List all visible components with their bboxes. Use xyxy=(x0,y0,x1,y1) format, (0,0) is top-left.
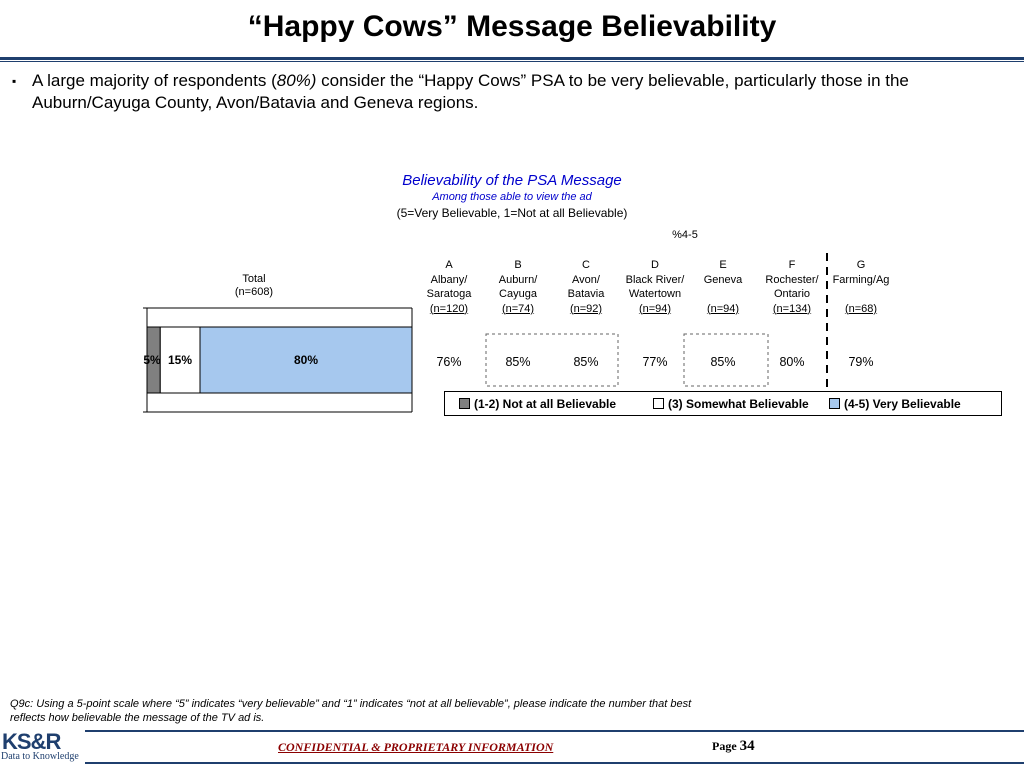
region-column-c: C Avon/Batavia (n=92) xyxy=(541,258,631,316)
region-value-a: 76% xyxy=(436,355,462,369)
bullet-text-emphasis: 80%) xyxy=(276,71,317,90)
footnote: Q9c: Using a 5-point scale where “5” ind… xyxy=(10,698,692,724)
region-column-e: E Geneva (n=94) xyxy=(678,258,768,316)
footer-rule-bottom xyxy=(85,762,1024,764)
region-column-a: A Albany/Saratoga (n=120) xyxy=(404,258,494,316)
bullet-text-after: consider the “Happy Cows” PSA to be very… xyxy=(32,71,909,112)
region-column-b: B Auburn/Cayuga (n=74) xyxy=(473,258,563,316)
region-name-line1: Rochester/ xyxy=(765,273,819,286)
region-value-g: 79% xyxy=(848,355,874,369)
region-value-c: 85% xyxy=(573,355,599,369)
page-title: “Happy Cows” Message Believability xyxy=(247,10,777,43)
legend-label-somewhat-believable: (3) Somewhat Believable xyxy=(668,397,809,411)
chart-title: Believability of the PSA Message xyxy=(402,172,622,189)
region-value-d: 77% xyxy=(642,355,668,369)
region-sample-size: (n=94) xyxy=(706,302,740,315)
ksr-logo: KS&R Data to Knowledge xyxy=(0,729,84,765)
region-name-line1: Albany/ xyxy=(430,273,468,286)
legend-label-not-believable: (1-2) Not at all Believable xyxy=(474,397,617,411)
page-number: Page 34 xyxy=(712,738,755,755)
region-sample-size: (n=74) xyxy=(501,302,535,315)
total-label-text: Total xyxy=(242,273,266,285)
region-value-f: 80% xyxy=(779,355,805,369)
region-name-line2: Ontario xyxy=(773,288,811,300)
legend-label-very-believable: (4-5) Very Believable xyxy=(844,397,961,411)
region-column-g: G Farming/Ag (n=68) xyxy=(816,258,906,316)
chart-scale-note: (5=Very Believable, 1=Not at all Believa… xyxy=(396,206,628,220)
region-value-b: 85% xyxy=(505,355,531,369)
region-name-line2: Watertown xyxy=(628,288,682,300)
logo-main-text: KS&R xyxy=(2,729,61,754)
legend-item-not-believable: (1-2) Not at all Believable xyxy=(459,397,616,411)
region-letter: A xyxy=(445,259,453,271)
bar-data-label: 15% xyxy=(168,353,192,367)
bar-segment-3 xyxy=(199,326,413,394)
region-name-line2: Saratoga xyxy=(426,288,472,300)
region-sample-size: (n=68) xyxy=(844,302,878,315)
total-label: Total (n=608) xyxy=(214,273,294,299)
title-rule-thin xyxy=(0,61,1024,62)
region-name-line2: Batavia xyxy=(567,288,605,300)
bar-data-label: 80% xyxy=(294,353,318,367)
region-letter: G xyxy=(856,259,866,271)
region-column-d: D Black River/Watertown (n=94) xyxy=(610,258,700,316)
region-letter: E xyxy=(719,259,727,271)
region-sample-size: (n=94) xyxy=(638,302,672,315)
confidential-notice: CONFIDENTIAL & PROPRIETARY INFORMATION xyxy=(278,740,554,754)
bullet-marker: ▪ xyxy=(12,74,17,88)
legend-swatch-somewhat-believable xyxy=(653,398,664,409)
region-sample-size: (n=92) xyxy=(569,302,603,315)
region-letter: B xyxy=(514,259,522,271)
legend-swatch-very-believable xyxy=(829,398,840,409)
title-rule xyxy=(0,57,1024,60)
region-name-line2: Cayuga xyxy=(499,288,537,300)
legend-swatch-not-believable xyxy=(459,398,470,409)
region-value-e: 85% xyxy=(710,355,736,369)
region-letter: D xyxy=(651,259,659,271)
highlight-box-b-c xyxy=(485,333,619,387)
region-name-line1: Farming/Ag xyxy=(832,273,890,286)
bullet-text: A large majority of respondents (80%) co… xyxy=(32,70,1012,114)
region-header: %4-5 xyxy=(672,229,698,241)
highlight-boxes xyxy=(485,253,828,390)
bar-data-label: 5% xyxy=(143,353,161,367)
bullet-point: ▪ A large majority of respondents (80%) … xyxy=(12,70,1012,114)
region-name-line1: Avon/ xyxy=(572,273,600,286)
region-column-f: F Rochester/Ontario (n=134) xyxy=(747,258,837,316)
chart-subtitle: Among those able to view the ad xyxy=(432,191,592,203)
page-label: Page xyxy=(712,739,737,753)
region-name-line2 xyxy=(816,287,906,302)
logo-tagline: Data to Knowledge xyxy=(1,751,79,762)
region-letter: F xyxy=(788,259,796,271)
region-sample-size: (n=134) xyxy=(772,302,812,315)
region-letter: C xyxy=(582,259,590,271)
highlight-box-e xyxy=(683,333,769,387)
legend-item-very-believable: (4-5) Very Believable xyxy=(829,397,961,411)
legend-item-somewhat-believable: (3) Somewhat Believable xyxy=(653,397,809,411)
footer-rule-top xyxy=(85,730,1024,732)
bullet-text-before: A large majority of respondents ( xyxy=(32,71,277,90)
bar-segments: 5% 15% 80% xyxy=(143,326,413,394)
chart-legend: (1-2) Not at all Believable (3) Somewhat… xyxy=(444,391,1002,416)
region-name-line1: Black River/ xyxy=(625,273,685,286)
bar-segment-2 xyxy=(159,326,201,394)
total-n: (n=608) xyxy=(234,286,274,298)
page-number-value: 34 xyxy=(739,738,755,754)
region-name-line1: Auburn/ xyxy=(498,273,538,286)
region-name-line1: Geneva xyxy=(703,273,743,286)
region-sample-size: (n=120) xyxy=(429,302,469,315)
